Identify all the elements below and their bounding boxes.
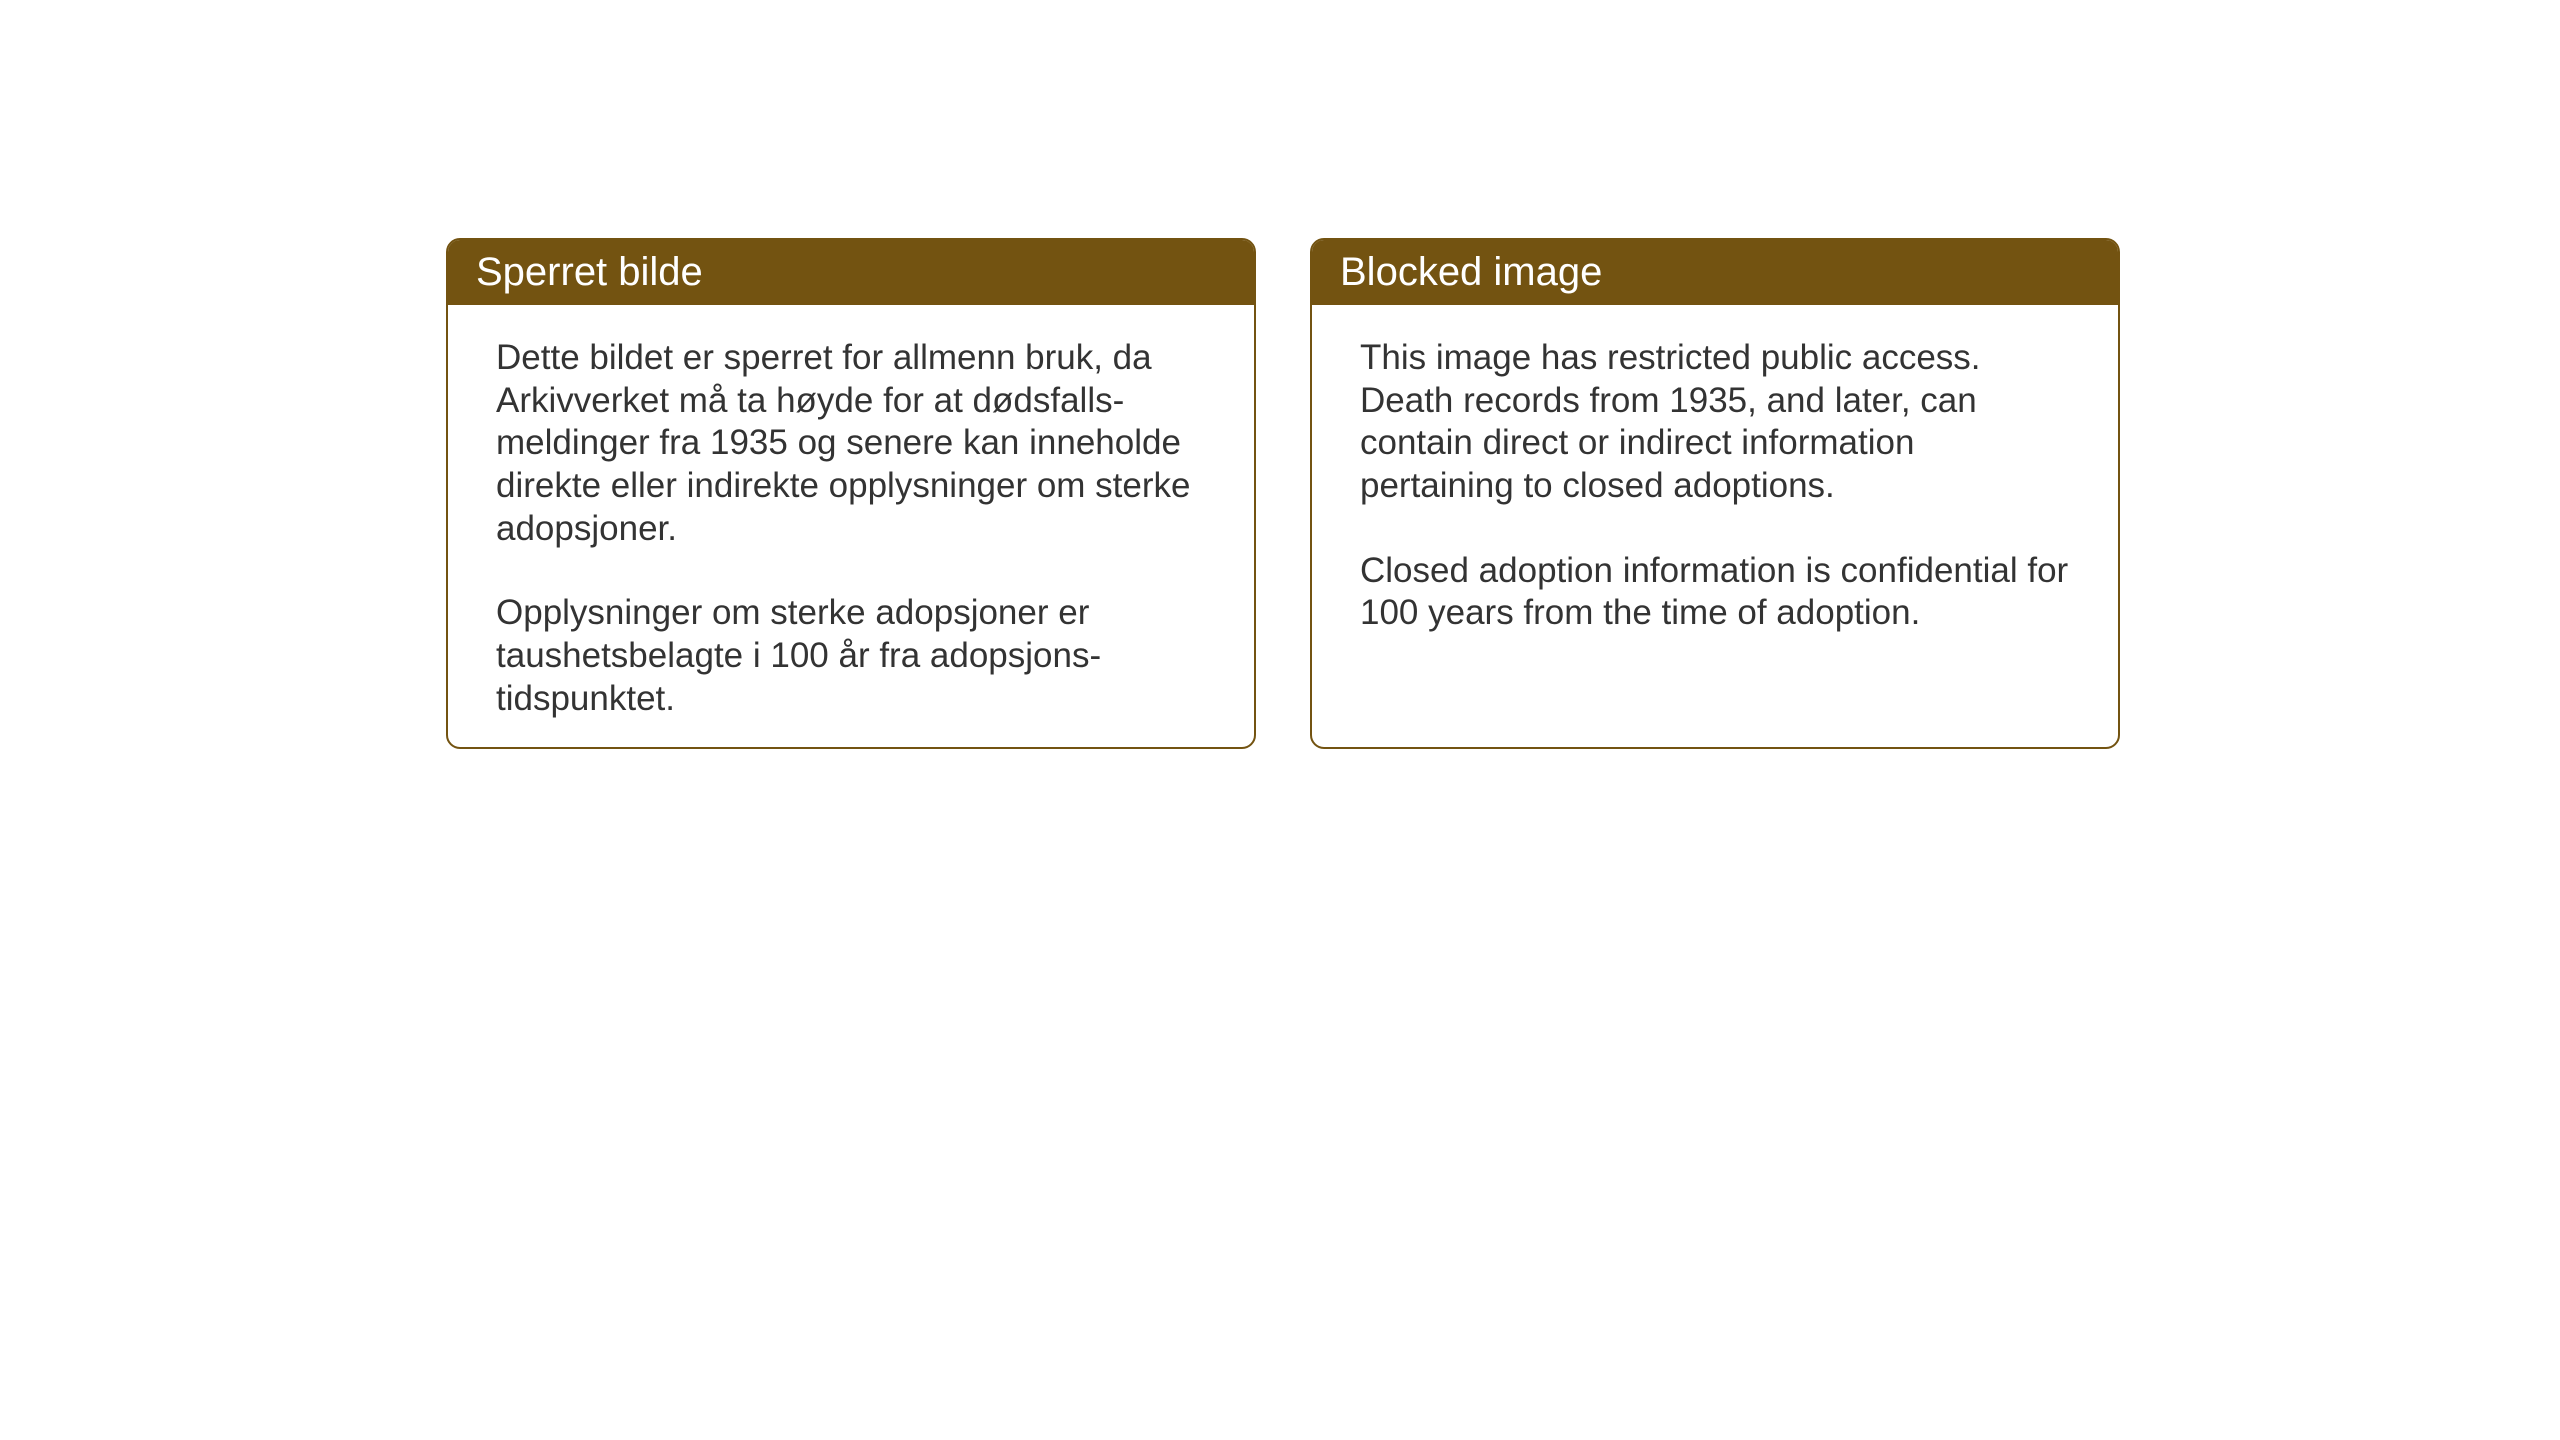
card-paragraph-2-norwegian: Opplysninger om sterke adopsjoner er tau… (496, 592, 1206, 720)
notice-card-english: Blocked image This image has restricted … (1310, 238, 2120, 749)
notice-card-norwegian: Sperret bilde Dette bildet er sperret fo… (446, 238, 1256, 749)
card-body-english: This image has restricted public access.… (1312, 305, 2118, 747)
card-paragraph-2-english: Closed adoption information is confident… (1360, 550, 2070, 635)
card-body-norwegian: Dette bildet er sperret for allmenn bruk… (448, 305, 1254, 747)
notice-container: Sperret bilde Dette bildet er sperret fo… (446, 238, 2120, 749)
card-paragraph-1-norwegian: Dette bildet er sperret for allmenn bruk… (496, 337, 1206, 550)
card-title-norwegian: Sperret bilde (476, 250, 703, 294)
card-header-norwegian: Sperret bilde (448, 240, 1254, 305)
card-header-english: Blocked image (1312, 240, 2118, 305)
card-title-english: Blocked image (1340, 250, 1602, 294)
card-paragraph-1-english: This image has restricted public access.… (1360, 337, 2070, 508)
